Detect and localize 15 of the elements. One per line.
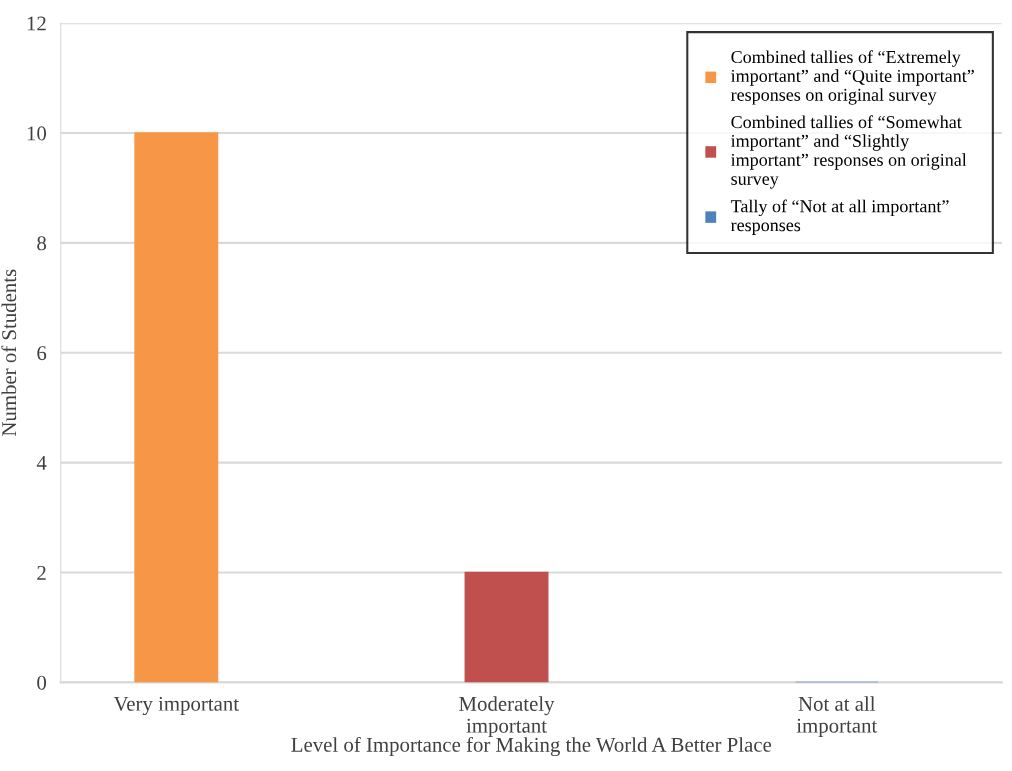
- y-tick-label: 2: [37, 565, 46, 580]
- y-axis-title: Number of Students: [1, 269, 17, 437]
- y-tick-label: 12: [27, 16, 46, 31]
- legend-label: Combined tallies of “Extremely important” and “Quite important” responses on original survey: [730, 50, 974, 105]
- legend-label: Combined tallies of “Somewhat important” and “Slightly important” responses on original survey: [731, 115, 967, 189]
- y-tick-label: 6: [37, 346, 47, 361]
- y-tick-label: 10: [27, 126, 47, 141]
- x-tick-label: Very important: [113, 696, 239, 716]
- legend-label: Tally of “Not at all important” responses: [730, 199, 949, 235]
- y-tick-label: 4: [36, 456, 47, 470]
- y-tick-label: 8: [37, 236, 47, 251]
- x-tick-label: Moderately important: [459, 696, 555, 737]
- y-tick-label: 0: [37, 675, 47, 690]
- x-tick-label: Not at all important: [796, 696, 878, 737]
- x-axis-title: Level of Importance for Making the World A Better Place: [291, 736, 772, 757]
